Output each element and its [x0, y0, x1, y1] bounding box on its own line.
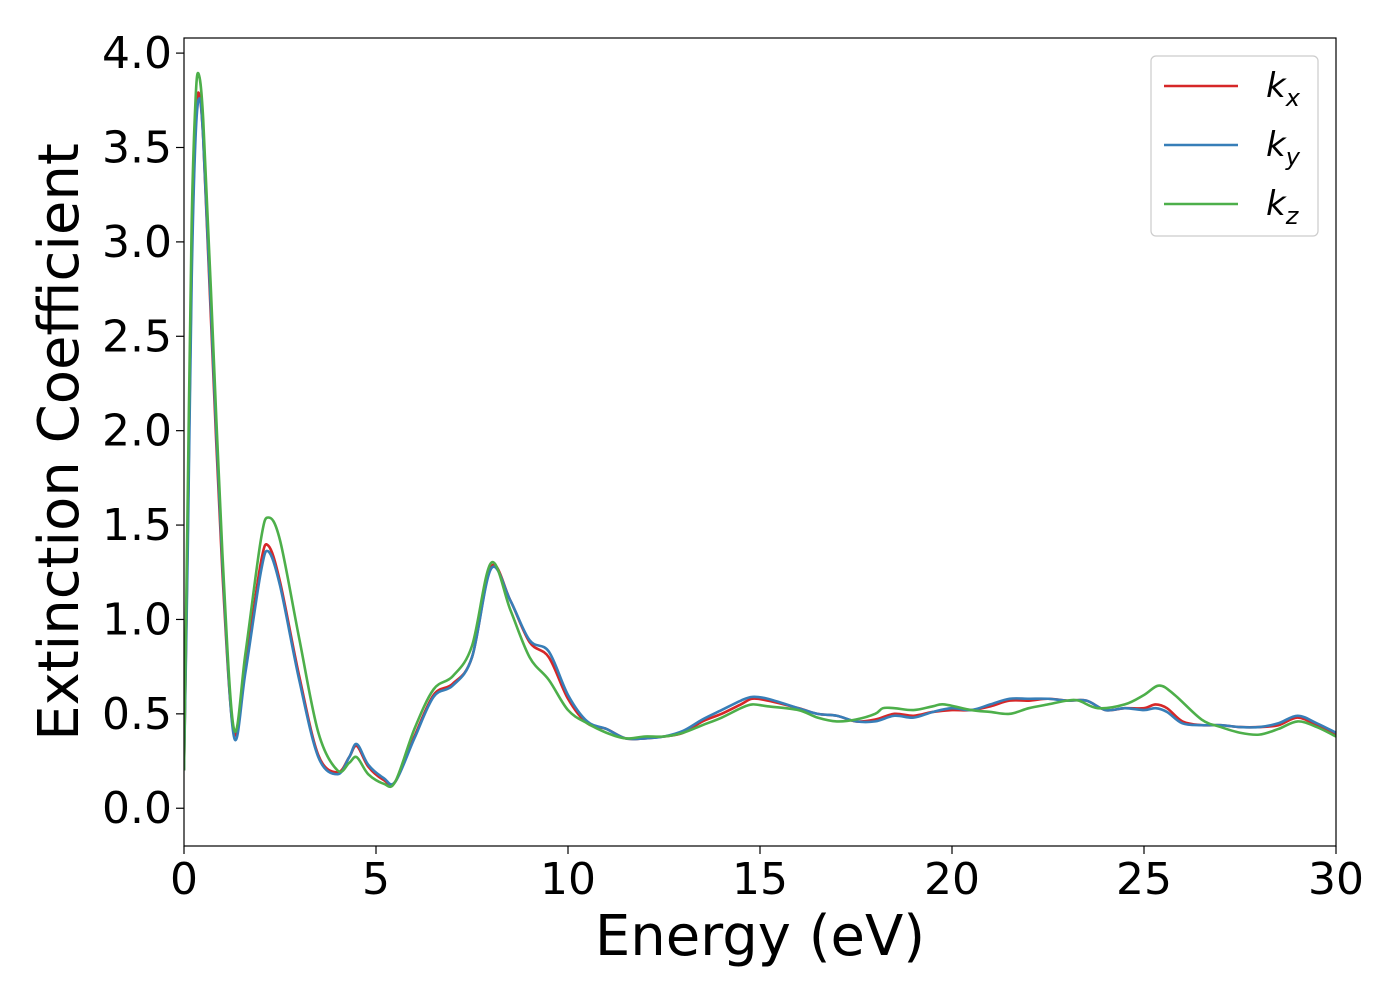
x-axis-title: Energy (eV) [595, 904, 925, 969]
x-tick-label: 20 [924, 854, 980, 905]
x-tick-label: 5 [362, 854, 390, 905]
y-axis-title: Extinction Coefficient [27, 143, 92, 741]
y-tick-label: 3.5 [102, 122, 172, 173]
y-tick-label: 1.5 [102, 500, 172, 551]
y-tick-label: 1.0 [102, 594, 172, 645]
x-tick-label: 30 [1308, 854, 1364, 905]
x-tick-label: 10 [540, 854, 596, 905]
series-line-z [184, 71, 1336, 789]
legend-label-z: kz [1266, 184, 1300, 230]
y-tick-label: 2.5 [102, 311, 172, 362]
legend-label-x: kx [1266, 66, 1301, 112]
x-tick-label: 15 [732, 854, 788, 905]
x-tick-label: 0 [170, 854, 198, 905]
y-tick-label: 0.5 [102, 689, 172, 740]
legend: kx ky kz [1150, 55, 1319, 237]
y-tick-label: 4.0 [102, 28, 172, 79]
y-tick-label: 3.0 [102, 217, 172, 268]
y-tick-label: 0.0 [102, 783, 172, 834]
x-tick-label: 25 [1116, 854, 1172, 905]
x-axis: 0 5 10 15 20 25 30 [170, 846, 1364, 905]
plot-lines [184, 71, 1336, 789]
y-tick-label: 2.0 [102, 406, 172, 457]
y-axis: 0.0 0.5 1.0 1.5 2.0 2.5 3.0 3.5 4.0 [102, 28, 184, 834]
legend-label-y: ky [1266, 125, 1301, 171]
